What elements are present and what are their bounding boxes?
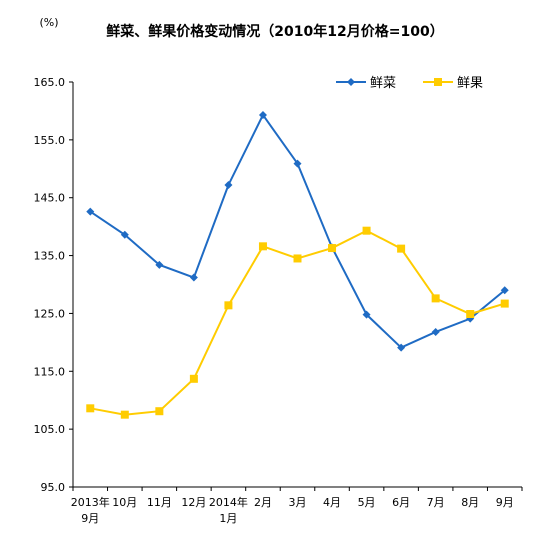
y-tick-label: 145.0 — [34, 192, 66, 205]
x-tick-label: 4月 — [323, 496, 341, 509]
x-tick-label: 3月 — [289, 496, 307, 509]
data-point — [397, 343, 406, 352]
data-point — [258, 242, 267, 251]
data-point — [189, 374, 198, 383]
data-point — [500, 299, 509, 308]
data-point — [224, 180, 233, 189]
data-point — [431, 327, 440, 336]
data-point — [189, 273, 198, 282]
data-point — [293, 159, 302, 168]
series-fruits — [86, 226, 509, 419]
y-tick-label: 165.0 — [34, 76, 66, 89]
legend-label: 鲜果 — [457, 76, 483, 91]
y-unit-label: (%) — [39, 16, 58, 29]
data-point — [362, 226, 371, 235]
data-point — [120, 410, 129, 419]
series-layer — [86, 110, 509, 419]
x-tick-label: 5月 — [358, 496, 376, 509]
y-tick-label: 125.0 — [34, 307, 66, 320]
data-point — [466, 310, 475, 319]
legend-marker — [434, 78, 442, 86]
x-tick-label: 7月 — [427, 496, 445, 509]
data-point — [86, 207, 95, 216]
x-tick-label: 6月 — [392, 496, 410, 509]
y-tick-label: 135.0 — [34, 250, 66, 263]
x-tick-label: 8月 — [461, 496, 479, 509]
x-tick-label: 2014年 1月 — [209, 495, 248, 525]
x-tick-label: 2月 — [254, 496, 272, 509]
y-tick-label: 95.0 — [41, 481, 66, 494]
x-tick-label: 11月 — [147, 496, 172, 509]
data-point — [500, 286, 509, 295]
data-point — [293, 254, 302, 263]
data-point — [155, 260, 164, 269]
data-point — [431, 294, 440, 303]
data-point — [362, 310, 371, 319]
data-point — [120, 230, 129, 239]
data-point — [397, 244, 406, 253]
y-tick-label: 105.0 — [34, 423, 66, 436]
legend-label: 鲜菜 — [370, 76, 396, 91]
data-point — [258, 110, 267, 119]
data-point — [86, 404, 95, 413]
data-point — [155, 407, 164, 416]
x-tick-label: 2013年 9月 — [71, 495, 110, 525]
data-point — [224, 301, 233, 310]
x-tick-label: 12月 — [181, 496, 206, 509]
series-vegetables — [86, 110, 509, 352]
legend: 鲜菜 鲜果 — [336, 76, 483, 91]
series-line — [89, 113, 506, 349]
x-tick-label: 10月 — [112, 496, 137, 509]
data-point — [328, 244, 337, 253]
y-tick-label: 115.0 — [34, 365, 66, 378]
legend-marker — [347, 78, 355, 86]
y-axis-ticks: 95.0 105.0 115.0 125.0 135.0 145.0 155.0 165.0 — [34, 76, 73, 494]
chart-title: 鲜菜、鲜果价格变动情况（2010年12月价格=100） — [106, 23, 443, 40]
x-tick-label: 9月 — [496, 496, 514, 509]
y-tick-label: 155.0 — [34, 134, 66, 147]
